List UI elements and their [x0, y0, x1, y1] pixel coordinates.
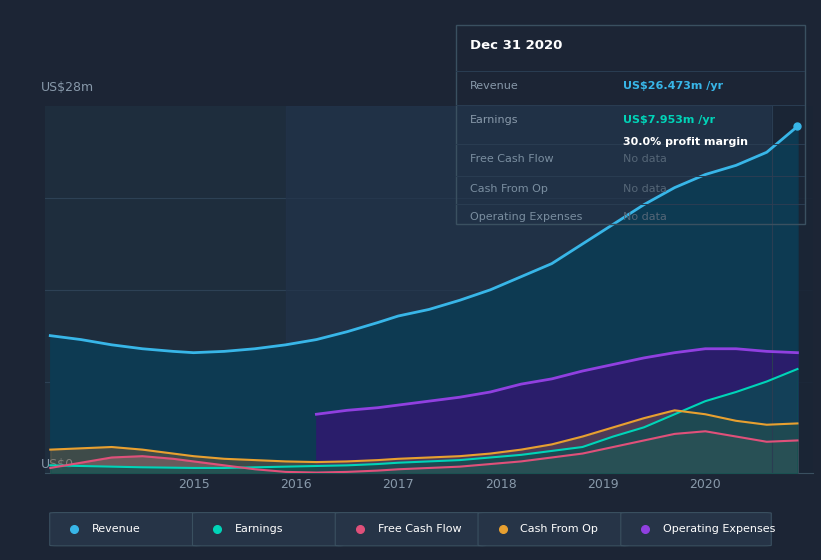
Text: Revenue: Revenue — [470, 81, 518, 91]
Text: US$26.473m /yr: US$26.473m /yr — [623, 81, 723, 91]
Text: Operating Expenses: Operating Expenses — [663, 524, 776, 534]
FancyBboxPatch shape — [478, 512, 629, 546]
Text: 30.0% profit margin: 30.0% profit margin — [623, 137, 748, 147]
Text: No data: No data — [623, 212, 667, 222]
Text: US$7.953m /yr: US$7.953m /yr — [623, 115, 715, 125]
Bar — [286, 106, 772, 473]
Text: Earnings: Earnings — [235, 524, 283, 534]
FancyBboxPatch shape — [192, 512, 343, 546]
Text: No data: No data — [623, 155, 667, 165]
Text: Dec 31 2020: Dec 31 2020 — [470, 39, 562, 52]
Bar — [772, 106, 813, 473]
FancyBboxPatch shape — [335, 512, 486, 546]
Text: US$28m: US$28m — [41, 81, 94, 94]
FancyBboxPatch shape — [621, 512, 771, 546]
Text: Free Cash Flow: Free Cash Flow — [378, 524, 461, 534]
Text: Earnings: Earnings — [470, 115, 518, 125]
Text: Cash From Op: Cash From Op — [470, 184, 548, 194]
Text: US$0: US$0 — [41, 459, 75, 472]
Text: Revenue: Revenue — [92, 524, 141, 534]
Text: Cash From Op: Cash From Op — [521, 524, 599, 534]
FancyBboxPatch shape — [50, 512, 200, 546]
Text: No data: No data — [623, 184, 667, 194]
Text: Free Cash Flow: Free Cash Flow — [470, 155, 553, 165]
Text: Operating Expenses: Operating Expenses — [470, 212, 582, 222]
